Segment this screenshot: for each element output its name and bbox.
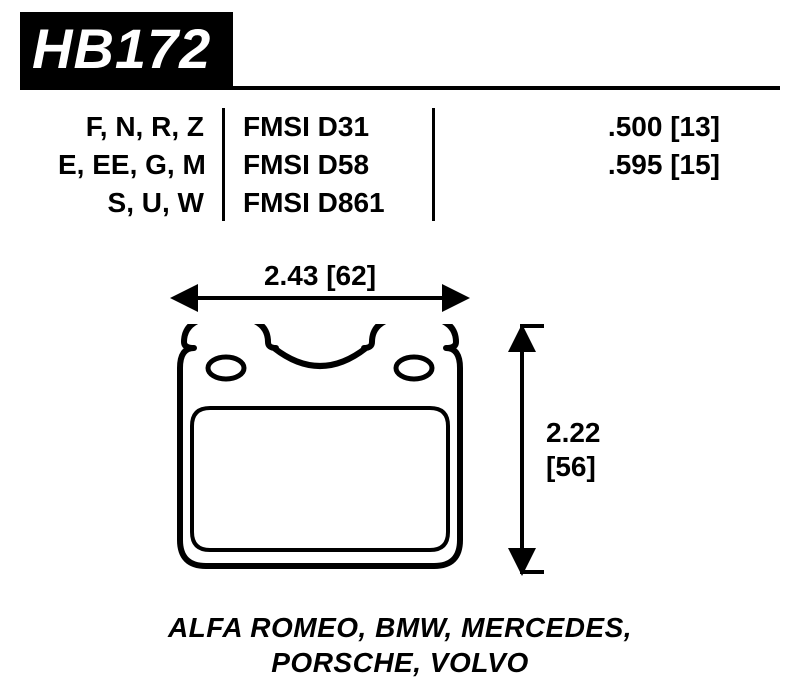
height-label-mm: [56]: [546, 450, 601, 484]
compound-row: S, U, W: [58, 184, 204, 222]
height-label-in: 2.22: [546, 416, 601, 450]
arrow-right-icon: [442, 284, 470, 312]
page: HB172 F, N, R, Z E, EE, G, M S, U, W FMS…: [0, 0, 800, 691]
height-dim-line: [520, 330, 524, 570]
compounds-column: F, N, R, Z E, EE, G, M S, U, W: [40, 108, 225, 221]
width-dim-line: [176, 296, 464, 300]
part-number-title: HB172: [20, 12, 233, 89]
width-dimension: 2.43 [62]: [170, 260, 470, 300]
fmsi-row: FMSI D58: [243, 146, 414, 184]
arrow-left-icon: [170, 284, 198, 312]
fmsi-row: FMSI D31: [243, 108, 414, 146]
thickness-row: .500 [13]: [453, 108, 720, 146]
title-rule: [20, 86, 780, 90]
compound-row: F, N, R, Z: [58, 108, 204, 146]
width-label: 2.43 [62]: [170, 260, 470, 292]
thickness-column: .500 [13] .595 [15]: [435, 108, 760, 221]
spec-table: F, N, R, Z E, EE, G, M S, U, W FMSI D31 …: [40, 108, 760, 221]
fmsi-column: FMSI D31 FMSI D58 FMSI D861: [225, 108, 435, 221]
brake-pad-outline: [170, 324, 470, 576]
arrow-up-icon: [508, 324, 536, 352]
footer-line: ALFA ROMEO, BMW, MERCEDES,: [0, 610, 800, 645]
height-dimension: 2.22 [56]: [520, 330, 601, 570]
footer-line: PORSCHE, VOLVO: [0, 645, 800, 680]
applications-footer: ALFA ROMEO, BMW, MERCEDES, PORSCHE, VOLV…: [0, 610, 800, 680]
height-label: 2.22 [56]: [546, 416, 601, 483]
fmsi-row: FMSI D861: [243, 184, 414, 222]
pad-diagram: 2.43 [62] 2.22 [56]: [140, 260, 660, 600]
thickness-row: .595 [15]: [453, 146, 720, 184]
compound-row: E, EE, G, M: [58, 146, 204, 184]
arrow-down-icon: [508, 548, 536, 576]
